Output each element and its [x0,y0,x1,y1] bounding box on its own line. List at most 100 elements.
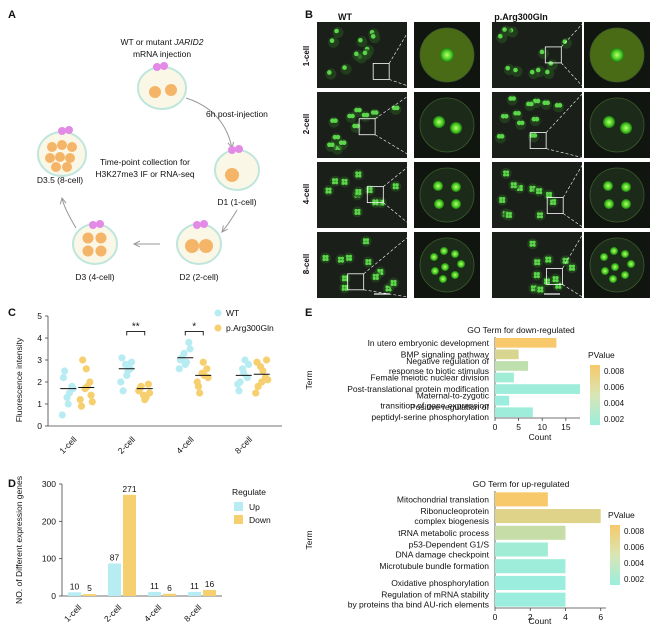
nucleus [451,199,461,209]
nucleus-dot [370,34,376,39]
go-term-label: Negative regulation of [406,356,489,366]
nucleus-dot [328,190,332,194]
nucleus-dot [372,202,376,206]
embryo-blob [550,273,562,285]
embryo-blob [508,179,520,191]
data-point [203,365,211,373]
nucleus [440,48,454,62]
go-bar [495,525,566,540]
nucleus [620,122,632,134]
nucleus-dot [534,116,540,122]
nucleus-dot [558,285,562,289]
nucleus-dot [545,256,549,260]
nucleus-dot [375,276,379,280]
nucleus-dot [325,254,329,259]
nucleus-dot [502,27,507,32]
legend-mut-marker [214,324,222,332]
zoom-line [383,161,415,187]
nucleus-dot [537,289,541,293]
nucleus-dot [325,257,329,262]
nucleus [430,253,438,261]
nucleus-dot [548,256,552,260]
x-tick-label: 0 [493,422,498,432]
zoom-box [372,62,390,80]
nucleus-dot [380,271,384,276]
bar-label: 5 [87,583,92,593]
embryo-blob [362,256,374,268]
nucleus [603,181,613,191]
nucleus-dot [505,65,511,71]
nucleus [433,181,443,191]
embryo-blob [360,235,372,247]
nucleus-dot [341,140,347,146]
embryo-blob [543,189,555,201]
go-term-label: Female meiotic nuclear division [370,373,489,383]
embryo-blob [388,277,400,289]
bar-label: 11 [190,581,199,591]
nucleus-dot [325,187,329,191]
nucleus-dot [372,276,376,280]
data-point [235,387,243,395]
x-tick-label: 1-cell [62,602,84,624]
nucleus-dot [562,257,566,261]
zoom-line [389,79,415,89]
y-tick-label: 300 [42,479,56,489]
nucleus-dot [529,188,533,192]
nucleus-dot [546,281,551,285]
nucleus-dot [365,241,370,245]
nucleus-dot [506,173,510,177]
nucleus-dot [565,257,569,261]
nucleus-dot [505,214,510,219]
nucleus-dot [568,264,573,268]
nucleus-dot [562,260,566,264]
go-bar [495,395,510,406]
nucleus-dot [388,288,392,292]
data-point [185,338,193,346]
nucleus-dot [358,174,362,178]
go-term-label: peptidyl-serine phosphorylation [371,412,489,422]
row-label-4cell: 4-cell [302,184,311,204]
bar-label: 16 [205,579,215,589]
nucleus-dot [340,259,345,263]
nucleus-dot [498,33,503,39]
y-tick-label: 0 [51,591,56,601]
zoom-line [374,134,415,159]
chart-e-up-xlabel: Count [529,616,552,626]
bar [148,591,161,596]
collection-text-1: Time-point collection for [100,157,190,167]
injection-text: WT or mutant JARID2 [121,37,204,47]
nucleus-dot [393,282,397,287]
x-tick-label: 0 [493,612,498,622]
chart-e-up-ylabel: Term [304,531,314,550]
nucleus-dot [529,69,535,75]
legend-down-label: Down [249,515,271,525]
nucleus-dot [549,201,554,206]
nucleus-dot [341,284,345,288]
nucleus-dot [535,98,541,104]
nucleus-dot [365,238,370,242]
nucleus-dot [533,275,537,279]
nucleus-dot [529,185,533,189]
nucleus-dot [392,186,396,190]
nucleus-dot [506,170,510,174]
zoom-line [562,161,585,198]
chart-c-fluorescence: Fluorescence intensity 0 1 2 3 4 5 1-cell 2-ce… [14,308,282,456]
colorbar-tick-label: 0.002 [624,575,645,584]
go-bar [495,542,548,557]
nucleus-dot [362,241,367,245]
embryo-d35: D3.5 (8-cell) [37,126,87,185]
nucleus [451,250,459,258]
nucleus-dot [503,170,507,174]
nucleus-dot [516,111,521,116]
nucleus-dot [540,289,544,293]
zoom-line [563,213,585,229]
column-mutant-label: p.Arg300Gln [494,12,548,22]
zoom-box [358,118,376,136]
bar [188,591,201,596]
stage-d35-label: D3.5 (8-cell) [37,175,83,185]
nucleus [457,260,465,268]
go-term-label: BMP signaling pathway [401,349,490,359]
embryo-blob [335,254,347,266]
go-bar [495,361,529,371]
